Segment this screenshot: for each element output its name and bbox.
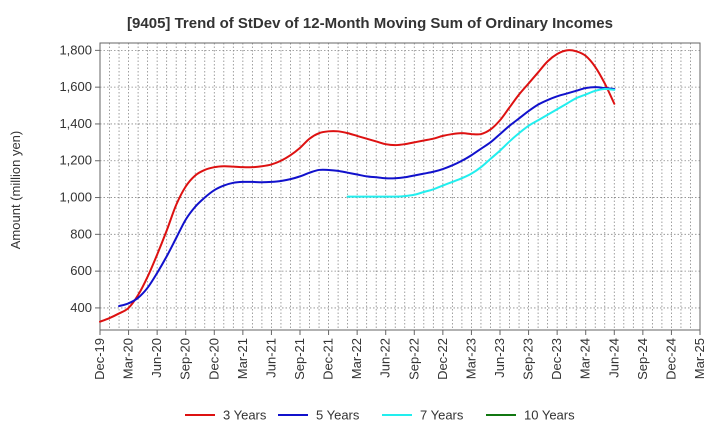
x-tick-label: Sep-24: [635, 338, 650, 380]
chart-title: [9405] Trend of StDev of 12-Month Moving…: [127, 15, 613, 32]
x-tick-label: Mar-24: [578, 338, 593, 379]
x-tick-label: Jun-21: [263, 338, 278, 378]
series-line-5-years: [118, 86, 616, 308]
legend-label-10-years: 10 Years: [524, 408, 575, 423]
y-tick-label: 1,200: [59, 153, 92, 168]
y-tick-label: 1,800: [59, 42, 92, 57]
y-tick-label: 1,000: [59, 190, 92, 205]
x-tick-label: Dec-20: [206, 338, 221, 380]
x-tick-label: Mar-21: [235, 338, 250, 379]
x-tick-label: Dec-19: [92, 338, 107, 380]
y-axis: 400 600 800 1,000 1,200 1,400 1,600 1,800: [59, 42, 100, 315]
x-tick-label: Mar-23: [463, 338, 478, 379]
legend-label-7-years: 7 Years: [420, 408, 464, 423]
x-tick-label: Sep-23: [521, 338, 536, 380]
legend-label-3-years: 3 Years: [223, 408, 267, 423]
x-tick-label: Sep-21: [292, 338, 307, 380]
y-tick-label: 400: [70, 300, 92, 315]
x-tick-label: Jun-23: [492, 338, 507, 378]
y-axis-label: Amount (million yen): [8, 131, 23, 250]
x-tick-label: Sep-22: [406, 338, 421, 380]
y-tick-label: 800: [70, 226, 92, 241]
x-tick-label: Dec-21: [321, 338, 336, 380]
series-line-7-years: [346, 87, 616, 198]
x-tick-label: Mar-22: [349, 338, 364, 379]
y-tick-label: 1,600: [59, 79, 92, 94]
x-tick-label: Mar-25: [692, 338, 707, 379]
x-tick-label: Jun-24: [606, 338, 621, 378]
series-line-3-years: [99, 49, 616, 323]
plot-frame: [99, 42, 701, 331]
x-tick-label: Jun-20: [149, 338, 164, 378]
y-tick-label: 600: [70, 263, 92, 278]
x-axis: Dec-19 Mar-20 Jun-20 Sep-20 Dec-20 Mar-21 Jun-…: [92, 330, 707, 380]
x-tick-label: Jun-22: [378, 338, 393, 378]
x-tick-label: Dec-23: [549, 338, 564, 380]
legend: 3 Years 5 Years 7 Years 10 Years: [185, 408, 575, 423]
y-tick-label: 1,400: [59, 116, 92, 131]
x-tick-label: Dec-24: [663, 338, 678, 380]
legend-label-5-years: 5 Years: [316, 408, 360, 423]
x-tick-label: Dec-22: [435, 338, 450, 380]
x-tick-label: Mar-20: [121, 338, 136, 379]
series-group: [99, 49, 616, 323]
x-tick-label: Sep-20: [178, 338, 193, 380]
